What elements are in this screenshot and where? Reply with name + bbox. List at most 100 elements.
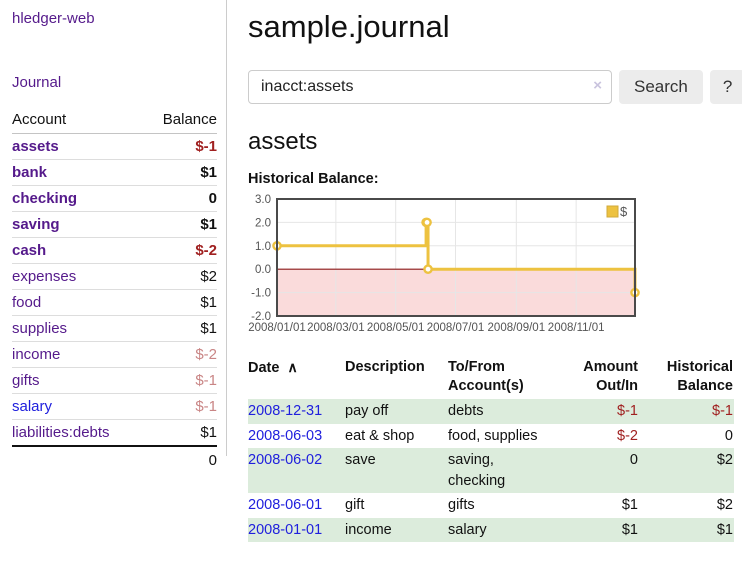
account-link[interactable]: food: [12, 294, 42, 311]
transaction-date-link[interactable]: 2008-06-03: [248, 427, 323, 444]
account-link[interactable]: income: [12, 346, 61, 363]
account-link[interactable]: supplies: [12, 320, 68, 337]
transaction-amount: $1: [621, 497, 638, 513]
y-tick-label: 2.0: [255, 217, 271, 229]
transaction-accounts: food, supplies: [448, 427, 538, 444]
account-link[interactable]: salary: [12, 398, 53, 415]
sort-ascending-icon: ∧: [287, 359, 298, 375]
main-content: sample.journal × Search ? assets Histori…: [248, 0, 742, 542]
account-balance: $2: [143, 263, 217, 290]
register-row: 2008-06-02 save saving, checking 0 $2: [248, 448, 734, 493]
account-row: bank $1: [12, 159, 217, 186]
search-input[interactable]: [248, 70, 612, 104]
register-col-balance: Historical Balance: [666, 359, 733, 394]
account-balance: $-1: [143, 393, 217, 420]
data-point-marker: [422, 217, 432, 228]
transaction-balance: $1: [716, 521, 733, 538]
transaction-accounts: salary: [448, 521, 487, 538]
accounts-total-row: 0: [12, 445, 217, 474]
transaction-amount: $-2: [617, 427, 638, 444]
account-link[interactable]: assets: [12, 138, 59, 155]
legend-swatch: [606, 205, 619, 218]
account-link[interactable]: checking: [12, 190, 78, 207]
transaction-description: eat & shop: [345, 427, 415, 444]
plot-border: [276, 198, 636, 317]
legend-label: $: [620, 204, 628, 219]
x-tick-label: 2008/09/01: [488, 322, 546, 334]
transaction-amount: 0: [629, 452, 638, 468]
transaction-date-cell: 2008-06-02: [248, 448, 345, 493]
x-tick-label: 2008/05/01: [367, 322, 425, 334]
clear-search-icon[interactable]: ×: [593, 77, 602, 94]
account-heading: assets: [248, 128, 318, 155]
account-row: salary $-1: [12, 393, 217, 420]
nav-journal-link[interactable]: Journal: [12, 74, 62, 91]
account-balance: $-2: [143, 341, 217, 368]
transaction-date-cell: 2008-12-31: [248, 399, 345, 424]
account-balance: $-1: [143, 367, 217, 394]
x-tick-label: 2008/07/01: [427, 322, 485, 334]
account-balance: $-2: [143, 237, 217, 264]
register-row: 2008-06-03 eat & shop food, supplies $-2 0: [248, 424, 734, 449]
account-row: assets $-1: [12, 134, 217, 160]
register-row: 2008-12-31 pay off debts $-1 $-1: [248, 399, 734, 424]
register-col-amount: Amount Out/In: [583, 359, 638, 394]
y-tick-label: 3.0: [255, 194, 271, 206]
account-balance: $-1: [195, 138, 217, 155]
account-balance: $1: [143, 315, 217, 342]
account-balance: $1: [143, 159, 217, 186]
account-balance: $1: [143, 289, 217, 316]
transaction-date-link[interactable]: 2008-06-02: [248, 452, 323, 468]
accounts-table: Account Balance assets $-1 bank $1 checking 0…: [12, 107, 217, 474]
chart-title: Historical Balance:: [248, 171, 379, 187]
account-link[interactable]: expenses: [12, 268, 77, 285]
y-tick-label: 1.0: [255, 241, 271, 253]
transaction-description: gift: [345, 497, 365, 513]
sidebar: hledger-web Journal Account Balance asse…: [0, 0, 227, 474]
x-tick-label: 2008/01/01: [248, 322, 306, 334]
account-row: food $1: [12, 289, 217, 316]
accounts-col-balance: Balance: [143, 107, 217, 134]
search-form: × Search ?: [248, 70, 742, 104]
x-tick-label: 2008/03/01: [307, 322, 365, 334]
x-tick-label: 2008/11/01: [548, 322, 605, 334]
account-link[interactable]: bank: [12, 164, 48, 181]
transaction-date-link[interactable]: 2008-01-01: [248, 521, 323, 538]
transaction-date-cell: 2008-06-01: [248, 493, 345, 518]
y-tick-label: -2.0: [251, 311, 271, 323]
register-col-accounts: To/From Account(s): [448, 359, 524, 394]
register-col-description: Description: [345, 359, 425, 375]
transaction-balance: $2: [716, 452, 733, 468]
account-row: cash $-2: [12, 237, 217, 264]
account-row: supplies $1: [12, 315, 217, 342]
transaction-accounts: debts: [448, 403, 484, 419]
account-row: saving $1: [12, 211, 217, 238]
register-row: 2008-06-01 gift gifts $1 $2: [248, 493, 734, 518]
help-button[interactable]: ?: [709, 70, 742, 104]
app-brand-link[interactable]: hledger-web: [12, 10, 95, 27]
register-col-date[interactable]: Date ∧: [248, 359, 298, 376]
transaction-date-link[interactable]: 2008-06-01: [248, 497, 323, 513]
account-link[interactable]: saving: [12, 216, 60, 233]
account-link[interactable]: liabilities:debts: [12, 424, 110, 441]
account-row: liabilities:debts $1: [12, 419, 217, 446]
transaction-accounts: gifts: [448, 497, 475, 513]
page-title: sample.journal: [248, 9, 450, 44]
historical-balance-chart: $3.0 2.0 1.0 0.0 -1.0 -2.0 2008/01/01 2008/03/0…: [245, 194, 742, 344]
transaction-balance: 0: [724, 427, 733, 444]
account-row: expenses $2: [12, 263, 217, 290]
transaction-amount: $1: [621, 521, 638, 538]
register-row: 2008-01-01 income salary $1 $1: [248, 517, 734, 543]
account-balance: $1: [143, 419, 217, 446]
account-balance: 0: [143, 185, 217, 212]
transaction-date-cell: 2008-06-03: [248, 424, 345, 449]
transaction-date-cell: 2008-01-01: [248, 518, 345, 543]
account-link[interactable]: gifts: [12, 372, 40, 389]
account-link[interactable]: cash: [12, 242, 47, 259]
transaction-date-link[interactable]: 2008-12-31: [248, 403, 323, 419]
account-balance: $1: [143, 211, 217, 238]
account-row: income $-2: [12, 341, 217, 368]
search-button[interactable]: Search: [619, 70, 703, 104]
register-table: Date ∧ Description To/From Account(s) Amou…: [248, 358, 734, 542]
y-tick-label: 0.0: [255, 264, 271, 276]
